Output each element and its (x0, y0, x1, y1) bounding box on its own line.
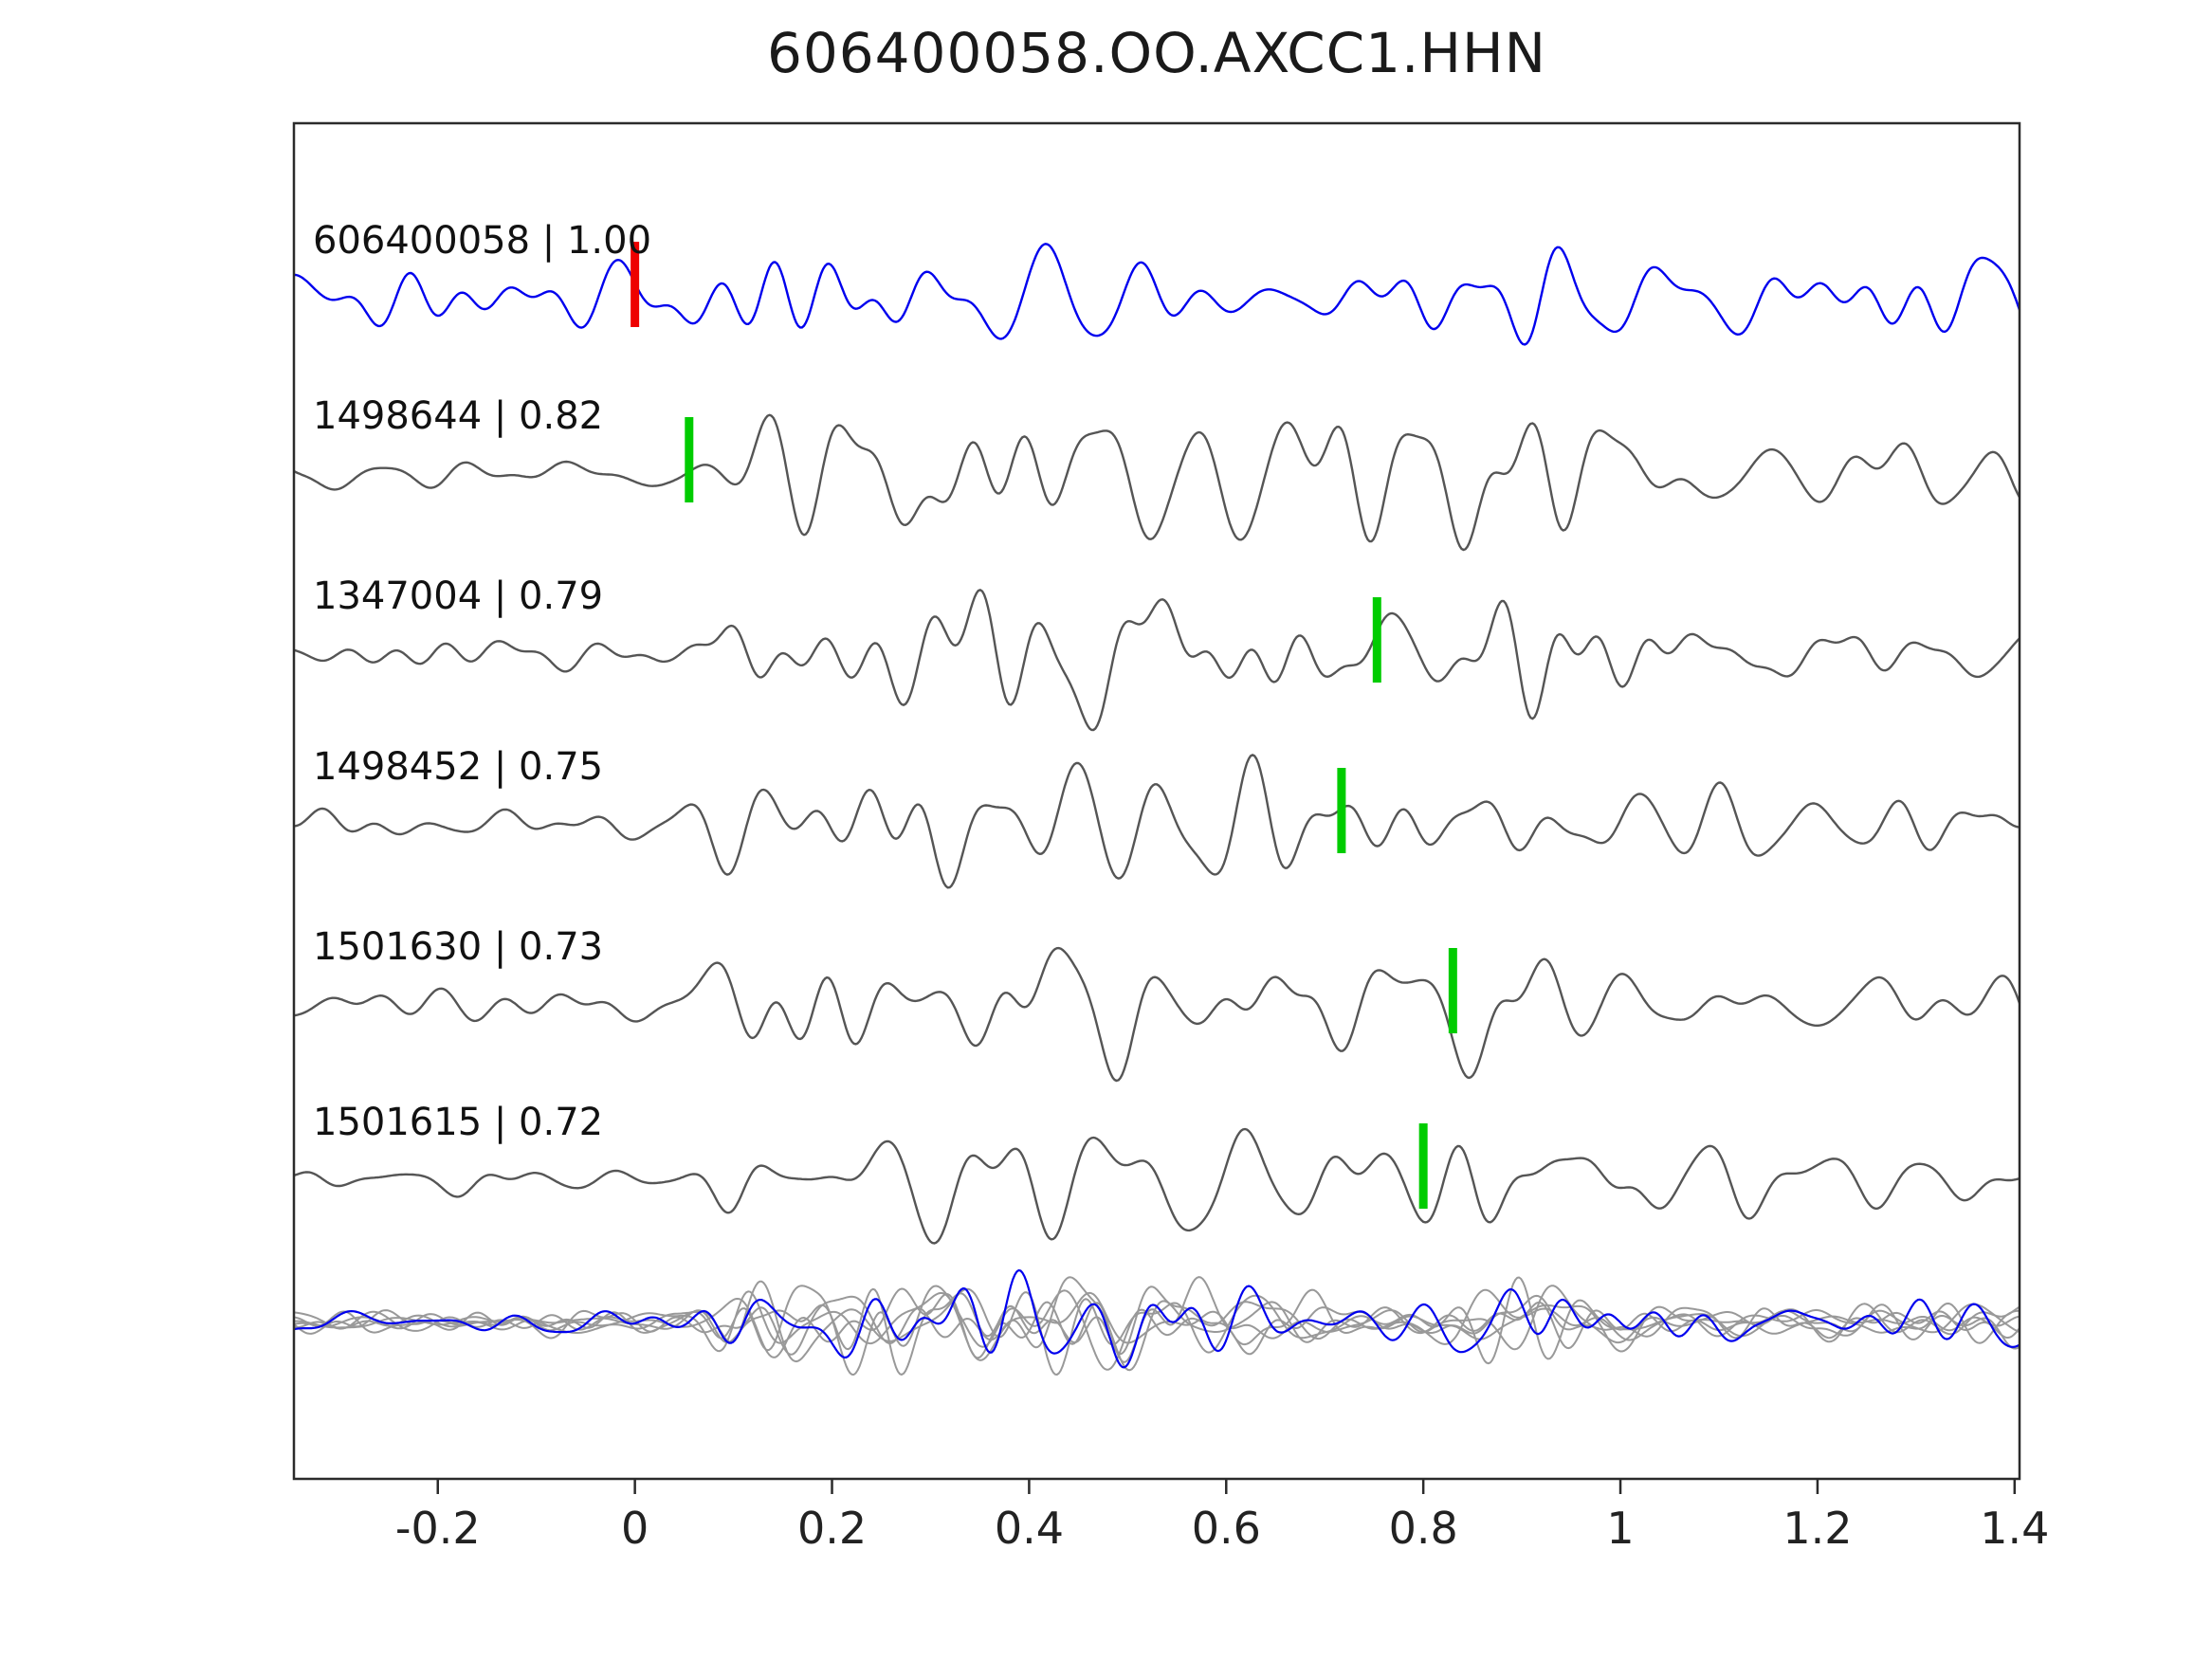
trace-label-1501630: 1501630 | 0.73 (313, 925, 603, 969)
overlay-trace-template (293, 1268, 2020, 1369)
x-tick-label: 1 (1606, 1503, 1634, 1554)
x-tick-label: 0 (621, 1503, 649, 1554)
trace-waveform-1501630 (293, 946, 2021, 1083)
x-tick-label: -0.2 (395, 1503, 481, 1554)
trace-waveform-606400058 (293, 243, 2021, 346)
trace-label-1498452: 1498452 | 0.75 (313, 745, 603, 789)
trace-waveform-1347004 (293, 589, 2020, 732)
waveform-plot: 606400058 | 1.00 1498644 | 0.82 1347004 | … (292, 121, 2049, 1554)
plot-border (292, 121, 2021, 1481)
trace-label-1501615: 1501615 | 0.72 (313, 1101, 603, 1144)
trace-waveform-1498644 (293, 413, 2021, 552)
trace-label-1347004: 1347004 | 0.79 (313, 574, 603, 618)
overlay-trace-gray (293, 1285, 2020, 1376)
x-tick-label: 0.2 (797, 1503, 867, 1554)
x-tick-label: 0.4 (995, 1503, 1064, 1554)
x-tick-label: 1.2 (1782, 1503, 1852, 1554)
trace-waveform-1501615 (293, 1127, 2020, 1245)
x-tick-label: 0.6 (1192, 1503, 1261, 1554)
trace-label-1498644: 1498644 | 0.82 (313, 394, 603, 438)
trace-label-606400058: 606400058 | 1.00 (313, 219, 651, 263)
figure-title: 606400058.OO.AXCC1.HHN (766, 21, 1547, 85)
trace-waveform-1498452 (293, 754, 2020, 889)
overlay-trace-gray (293, 1276, 2020, 1363)
x-tick-label: 0.8 (1389, 1503, 1458, 1554)
x-tick-label: 1.4 (1980, 1503, 2049, 1554)
